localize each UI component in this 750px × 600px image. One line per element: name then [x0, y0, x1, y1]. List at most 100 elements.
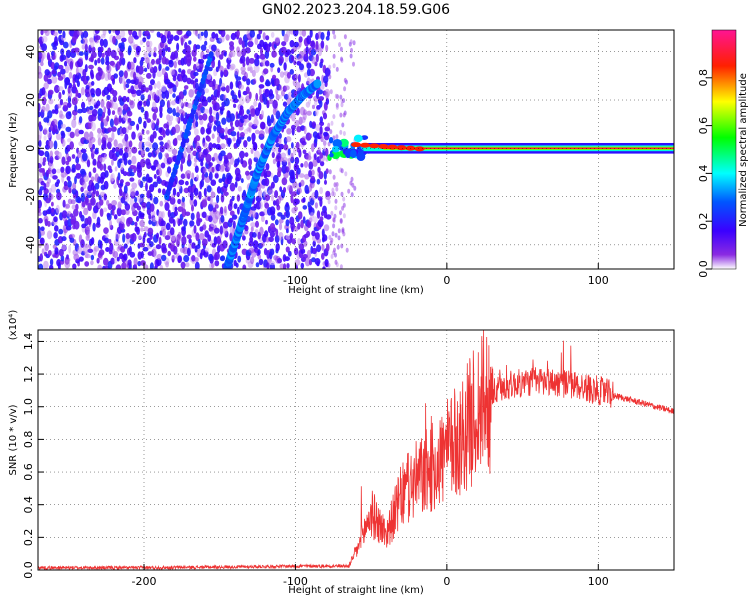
noise-cell — [75, 172, 82, 179]
noise-cell — [117, 201, 122, 209]
noise-cell — [238, 96, 245, 106]
noise-cell — [60, 68, 66, 75]
noise-cell — [214, 102, 220, 112]
noise-cell — [286, 72, 291, 79]
noise-cell — [120, 41, 125, 50]
noise-cell — [325, 97, 330, 105]
noise-cell — [185, 262, 190, 268]
noise-cell — [168, 216, 174, 224]
noise-cell — [256, 33, 261, 40]
noise-cell — [105, 247, 110, 252]
noise-cell — [267, 189, 274, 195]
noise-cell — [256, 54, 260, 60]
noise-cell — [91, 182, 95, 191]
noise-cell — [77, 246, 83, 255]
noise-cell — [274, 78, 280, 87]
noise-cell — [324, 179, 327, 185]
noise-cell — [136, 226, 140, 235]
noise-cell — [326, 30, 331, 38]
noise-cell — [119, 148, 124, 156]
noise-cell — [94, 173, 100, 183]
noise-cell — [123, 253, 128, 261]
noise-cell — [107, 127, 112, 133]
noise-cell — [174, 124, 181, 134]
noise-cell — [264, 88, 270, 98]
noise-cell — [82, 30, 89, 38]
noise-cell — [208, 171, 213, 181]
noise-cell — [90, 72, 95, 80]
noise-cell — [338, 42, 342, 48]
noise-cell — [222, 173, 226, 182]
noise-cell — [203, 108, 210, 114]
noise-cell — [65, 77, 71, 86]
noise-cell — [140, 260, 146, 266]
noise-cell — [58, 91, 62, 100]
noise-cell — [85, 253, 91, 259]
noise-cell — [119, 179, 124, 184]
noise-cell — [145, 87, 149, 93]
noise-cell — [215, 66, 219, 73]
noise-cell — [52, 124, 58, 133]
noise-cell — [214, 210, 221, 220]
noise-cell — [94, 30, 100, 34]
noise-cell — [264, 202, 270, 209]
noise-cell — [170, 100, 177, 106]
noise-cell — [240, 66, 246, 72]
noise-cell — [283, 62, 287, 71]
noise-cell — [146, 72, 152, 79]
noise-cell — [38, 263, 44, 269]
noise-cell — [136, 161, 141, 170]
noise-cell — [200, 31, 204, 37]
noise-cell — [282, 157, 288, 163]
noise-cell — [282, 254, 287, 262]
tone-burst-cell — [331, 145, 340, 153]
noise-cell — [233, 203, 238, 210]
noise-cell — [149, 193, 153, 201]
noise-cell — [312, 240, 316, 247]
noise-cell — [51, 201, 54, 207]
noise-cell — [261, 110, 264, 119]
noise-cell — [350, 47, 353, 53]
noise-cell — [272, 200, 277, 206]
noise-cell — [278, 232, 284, 240]
noise-cell — [219, 127, 225, 134]
noise-cell — [81, 107, 88, 113]
noise-cell — [128, 124, 133, 131]
noise-cell — [191, 254, 196, 262]
noise-cell — [220, 163, 225, 172]
noise-cell — [332, 174, 336, 180]
noise-cell — [334, 205, 338, 211]
noise-cell — [73, 208, 79, 217]
noise-cell — [286, 263, 290, 269]
noise-cell — [309, 133, 313, 139]
noise-cell — [158, 167, 162, 177]
noise-cell — [311, 56, 316, 64]
noise-cell — [196, 211, 201, 221]
noise-cell — [211, 59, 216, 69]
noise-cell — [236, 131, 240, 140]
noise-cell — [248, 57, 255, 64]
noise-cell — [72, 182, 77, 191]
noise-cell — [48, 89, 54, 96]
noise-cell — [324, 88, 331, 98]
noise-cell — [227, 161, 232, 171]
noise-cell — [201, 238, 208, 247]
noise-cell — [222, 221, 229, 229]
noise-cell — [94, 59, 98, 66]
noise-cell — [175, 116, 179, 122]
noise-cell — [141, 128, 145, 135]
noise-cell — [71, 204, 77, 210]
noise-cell — [259, 226, 264, 236]
noise-cell — [48, 98, 54, 105]
noise-cell — [341, 227, 345, 233]
noise-cell — [120, 246, 126, 253]
noise-cell — [285, 219, 290, 227]
noise-cell — [41, 43, 47, 52]
noise-cell — [51, 69, 57, 75]
noise-cell — [291, 112, 296, 122]
snr-frame — [37, 329, 675, 571]
noise-cell — [75, 203, 79, 211]
noise-cell — [112, 78, 115, 85]
noise-cell — [210, 191, 216, 199]
noise-cell — [121, 127, 127, 135]
